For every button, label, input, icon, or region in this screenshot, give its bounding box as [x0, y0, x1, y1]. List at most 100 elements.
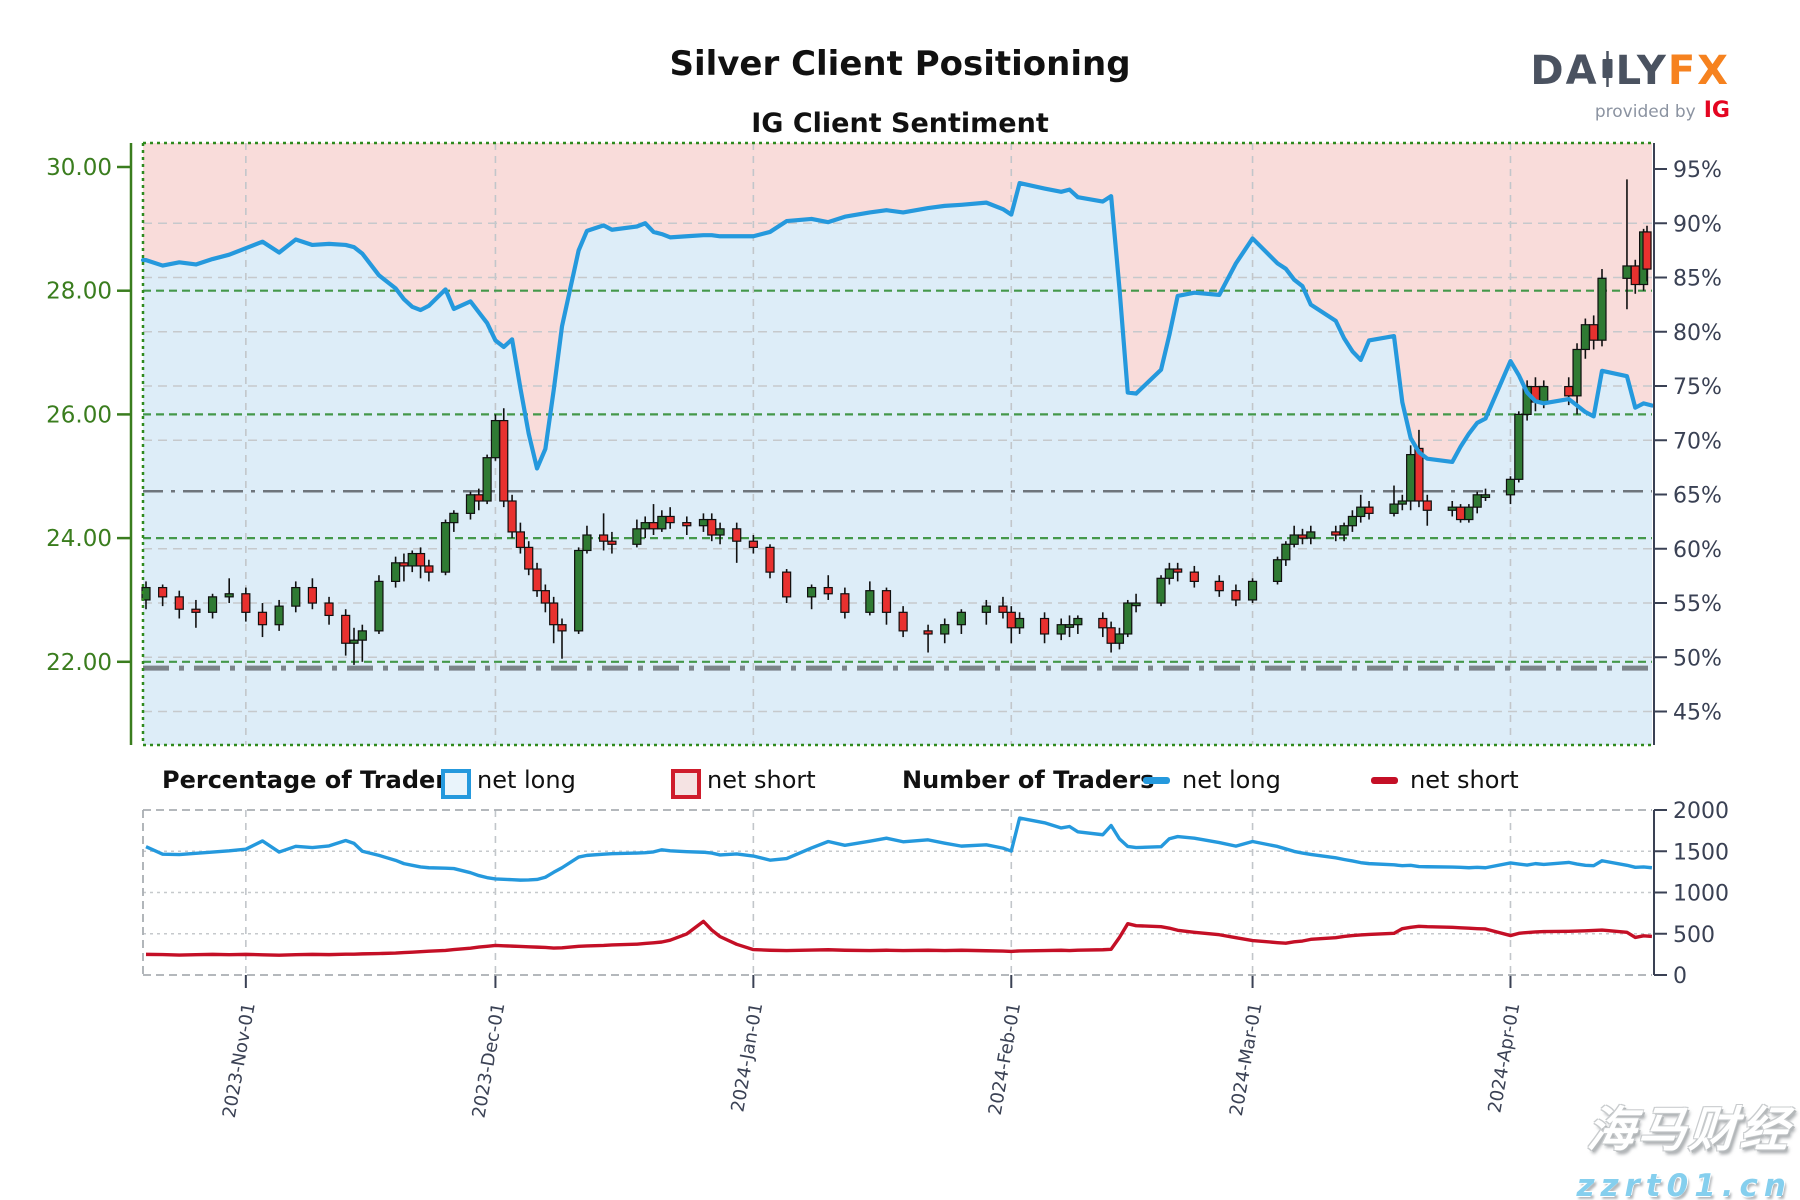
candle-up [698, 518, 709, 527]
candle-down [598, 534, 609, 542]
candle-up [1064, 624, 1075, 628]
logo-text-ly: LY [1615, 48, 1668, 94]
candle-up [1123, 602, 1133, 635]
count-axis-label: 1500 [1673, 840, 1729, 865]
candle-down [707, 518, 717, 536]
candle-down [1039, 617, 1050, 635]
candle-down [1006, 611, 1016, 629]
candle-up [1505, 478, 1516, 496]
candle-down [1364, 506, 1374, 514]
legend-percentage-of-traders-label: Percentage of Traders [162, 766, 462, 794]
candle-down [324, 602, 334, 617]
logo-tagline-row: provided by IG [1530, 98, 1730, 123]
candle-down [765, 546, 775, 573]
candle-down [424, 565, 434, 573]
watermark-chinese-text: 海马财经 [1585, 1102, 1794, 1158]
candle-up [374, 580, 384, 632]
pct-axis-label: 75% [1673, 375, 1722, 400]
candle-down [1214, 580, 1224, 592]
candle-down [549, 602, 559, 626]
candle-up [1014, 617, 1025, 629]
chart-subtitle: IG Client Sentiment [751, 108, 1049, 139]
candle-down [782, 571, 792, 598]
price-axis-label: 26.00 [46, 402, 112, 428]
candle-down [1297, 534, 1308, 539]
candle-up [582, 534, 592, 552]
price-axis-label: 22.00 [46, 650, 112, 676]
candle-up [865, 590, 875, 613]
logo-text-da: DA [1530, 48, 1599, 94]
candle-up [981, 605, 991, 613]
main-panel: 30.00 28.00 26.00 24.00 22.00 95% 90% 85% 80% 75%… [46, 141, 1722, 747]
candle-down [923, 630, 933, 635]
candle-up [1514, 413, 1524, 480]
candle-up [274, 605, 284, 626]
candle-up [1114, 633, 1125, 644]
legend-net-long-pct-label: net long [477, 766, 576, 794]
candle-down [557, 624, 567, 632]
pct-axis-label: 45% [1673, 701, 1722, 726]
candle-down [998, 605, 1008, 613]
candle-down [732, 528, 742, 542]
candle-up [490, 419, 501, 459]
candle-up [1622, 265, 1632, 279]
candle-down [1189, 571, 1199, 582]
candle-up [1156, 577, 1166, 604]
candle-up [349, 639, 359, 644]
pct-axis-label: 70% [1673, 429, 1722, 454]
candle-down [1098, 617, 1108, 629]
candle-down [341, 614, 351, 644]
candle-up [1073, 617, 1083, 626]
candle-up [715, 528, 725, 536]
candle-up [440, 522, 451, 573]
logo-tagline: provided by [1594, 102, 1696, 122]
candle-down [665, 515, 675, 524]
legend-net-short-pct-label: net short [707, 766, 816, 794]
candle-up [1447, 506, 1457, 511]
candle-up [449, 512, 459, 524]
candle-up [1397, 500, 1407, 505]
candle-up [1339, 525, 1349, 536]
net-long-pct-line [140, 181, 1655, 471]
x-axis-label: 2024-Apr-01 [1484, 1001, 1524, 1114]
candle-up [1306, 531, 1316, 539]
pct-axis-label: 65% [1673, 484, 1722, 509]
candle-down [823, 586, 833, 595]
watermark-url-text: zzrt01.cn [1576, 1168, 1792, 1200]
candle-down [1642, 231, 1652, 270]
candlestick-icon [1601, 51, 1614, 91]
logo-text-fx: FX [1667, 48, 1730, 94]
count-axis-label: 1000 [1673, 882, 1729, 907]
candle-up [224, 593, 234, 598]
candle-up [1572, 348, 1582, 397]
pct-axis-label: 50% [1673, 646, 1722, 671]
count-axis-label: 2000 [1673, 799, 1729, 824]
candle-up [291, 586, 301, 607]
legend-number-of-traders-label: Number of Traders [902, 766, 1155, 794]
candle-up [1164, 568, 1174, 579]
candle-down [840, 593, 850, 613]
pct-axis-label: 80% [1673, 321, 1722, 346]
candle-up [1056, 624, 1066, 635]
candle-down [499, 419, 509, 502]
candle-down [1173, 568, 1183, 573]
price-axis-label: 24.00 [46, 526, 112, 552]
candle-up [1272, 559, 1283, 582]
candle-up [574, 549, 584, 632]
candle-up [640, 522, 650, 530]
candle-up [956, 611, 966, 626]
candle-down [898, 611, 908, 632]
candle-down [682, 522, 692, 527]
candlestick-series [141, 179, 1652, 665]
candle-down [158, 586, 168, 598]
page-title: Silver Client Positioning [669, 44, 1131, 84]
candle-down [191, 608, 201, 613]
x-axis-label: 2024-Feb-01 [985, 1001, 1025, 1116]
candle-down [174, 596, 184, 610]
candle-up [407, 552, 417, 567]
candle-down [1630, 265, 1640, 286]
ig-logo: IG [1703, 98, 1730, 123]
candle-down [524, 546, 534, 570]
pct-axis-label: 60% [1673, 538, 1722, 563]
